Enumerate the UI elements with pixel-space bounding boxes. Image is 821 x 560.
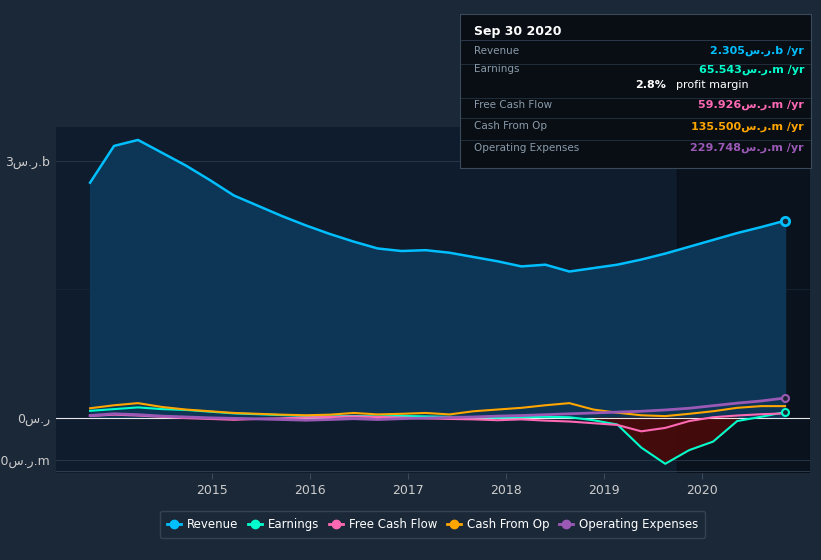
Text: Cash From Op: Cash From Op	[474, 122, 547, 132]
Text: 2.305س.ر.b /yr: 2.305س.ر.b /yr	[710, 46, 804, 56]
Text: Revenue: Revenue	[474, 46, 519, 56]
Text: 2.8%: 2.8%	[635, 80, 667, 90]
Text: 229.748س.ر.m /yr: 229.748س.ر.m /yr	[690, 143, 804, 153]
Text: Sep 30 2020: Sep 30 2020	[474, 25, 562, 38]
Text: Earnings: Earnings	[474, 64, 520, 74]
Text: Free Cash Flow: Free Cash Flow	[474, 100, 552, 110]
Bar	[677, 127, 810, 473]
Text: profit margin: profit margin	[676, 80, 749, 90]
Text: 59.926س.ر.m /yr: 59.926س.ر.m /yr	[698, 100, 804, 110]
Text: 65.543س.ر.m /yr: 65.543س.ر.m /yr	[699, 64, 804, 74]
Text: 135.500س.ر.m /yr: 135.500س.ر.m /yr	[691, 122, 804, 132]
Legend: Revenue, Earnings, Free Cash Flow, Cash From Op, Operating Expenses: Revenue, Earnings, Free Cash Flow, Cash …	[160, 511, 705, 538]
Text: Operating Expenses: Operating Expenses	[474, 143, 579, 153]
